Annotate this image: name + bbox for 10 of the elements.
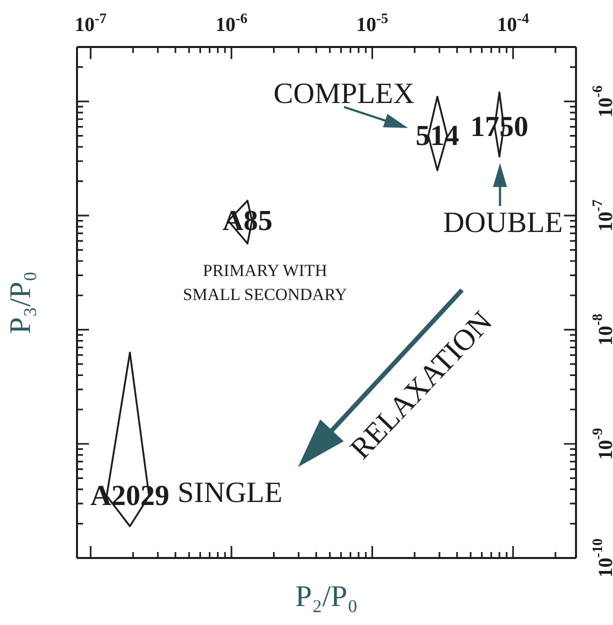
x-tick-label: 10$^{-6}$ [215, 11, 248, 36]
annotation: COMPLEX [274, 78, 414, 110]
x-tick-label: 10$^{-5}$ [356, 11, 388, 36]
y-axis-title: P₃/P₀ [4, 271, 37, 334]
x-axis-title: P₂/P₀ [295, 580, 358, 613]
x-tick-label: 10$^{-7}$ [74, 11, 107, 36]
annotation: PRIMARY WITH SMALL SECONDARY [182, 261, 348, 304]
x-tick-label: 10$^{-4}$ [497, 11, 530, 36]
annotation: DOUBLE [443, 207, 563, 239]
annotation: SINGLE [178, 477, 282, 509]
